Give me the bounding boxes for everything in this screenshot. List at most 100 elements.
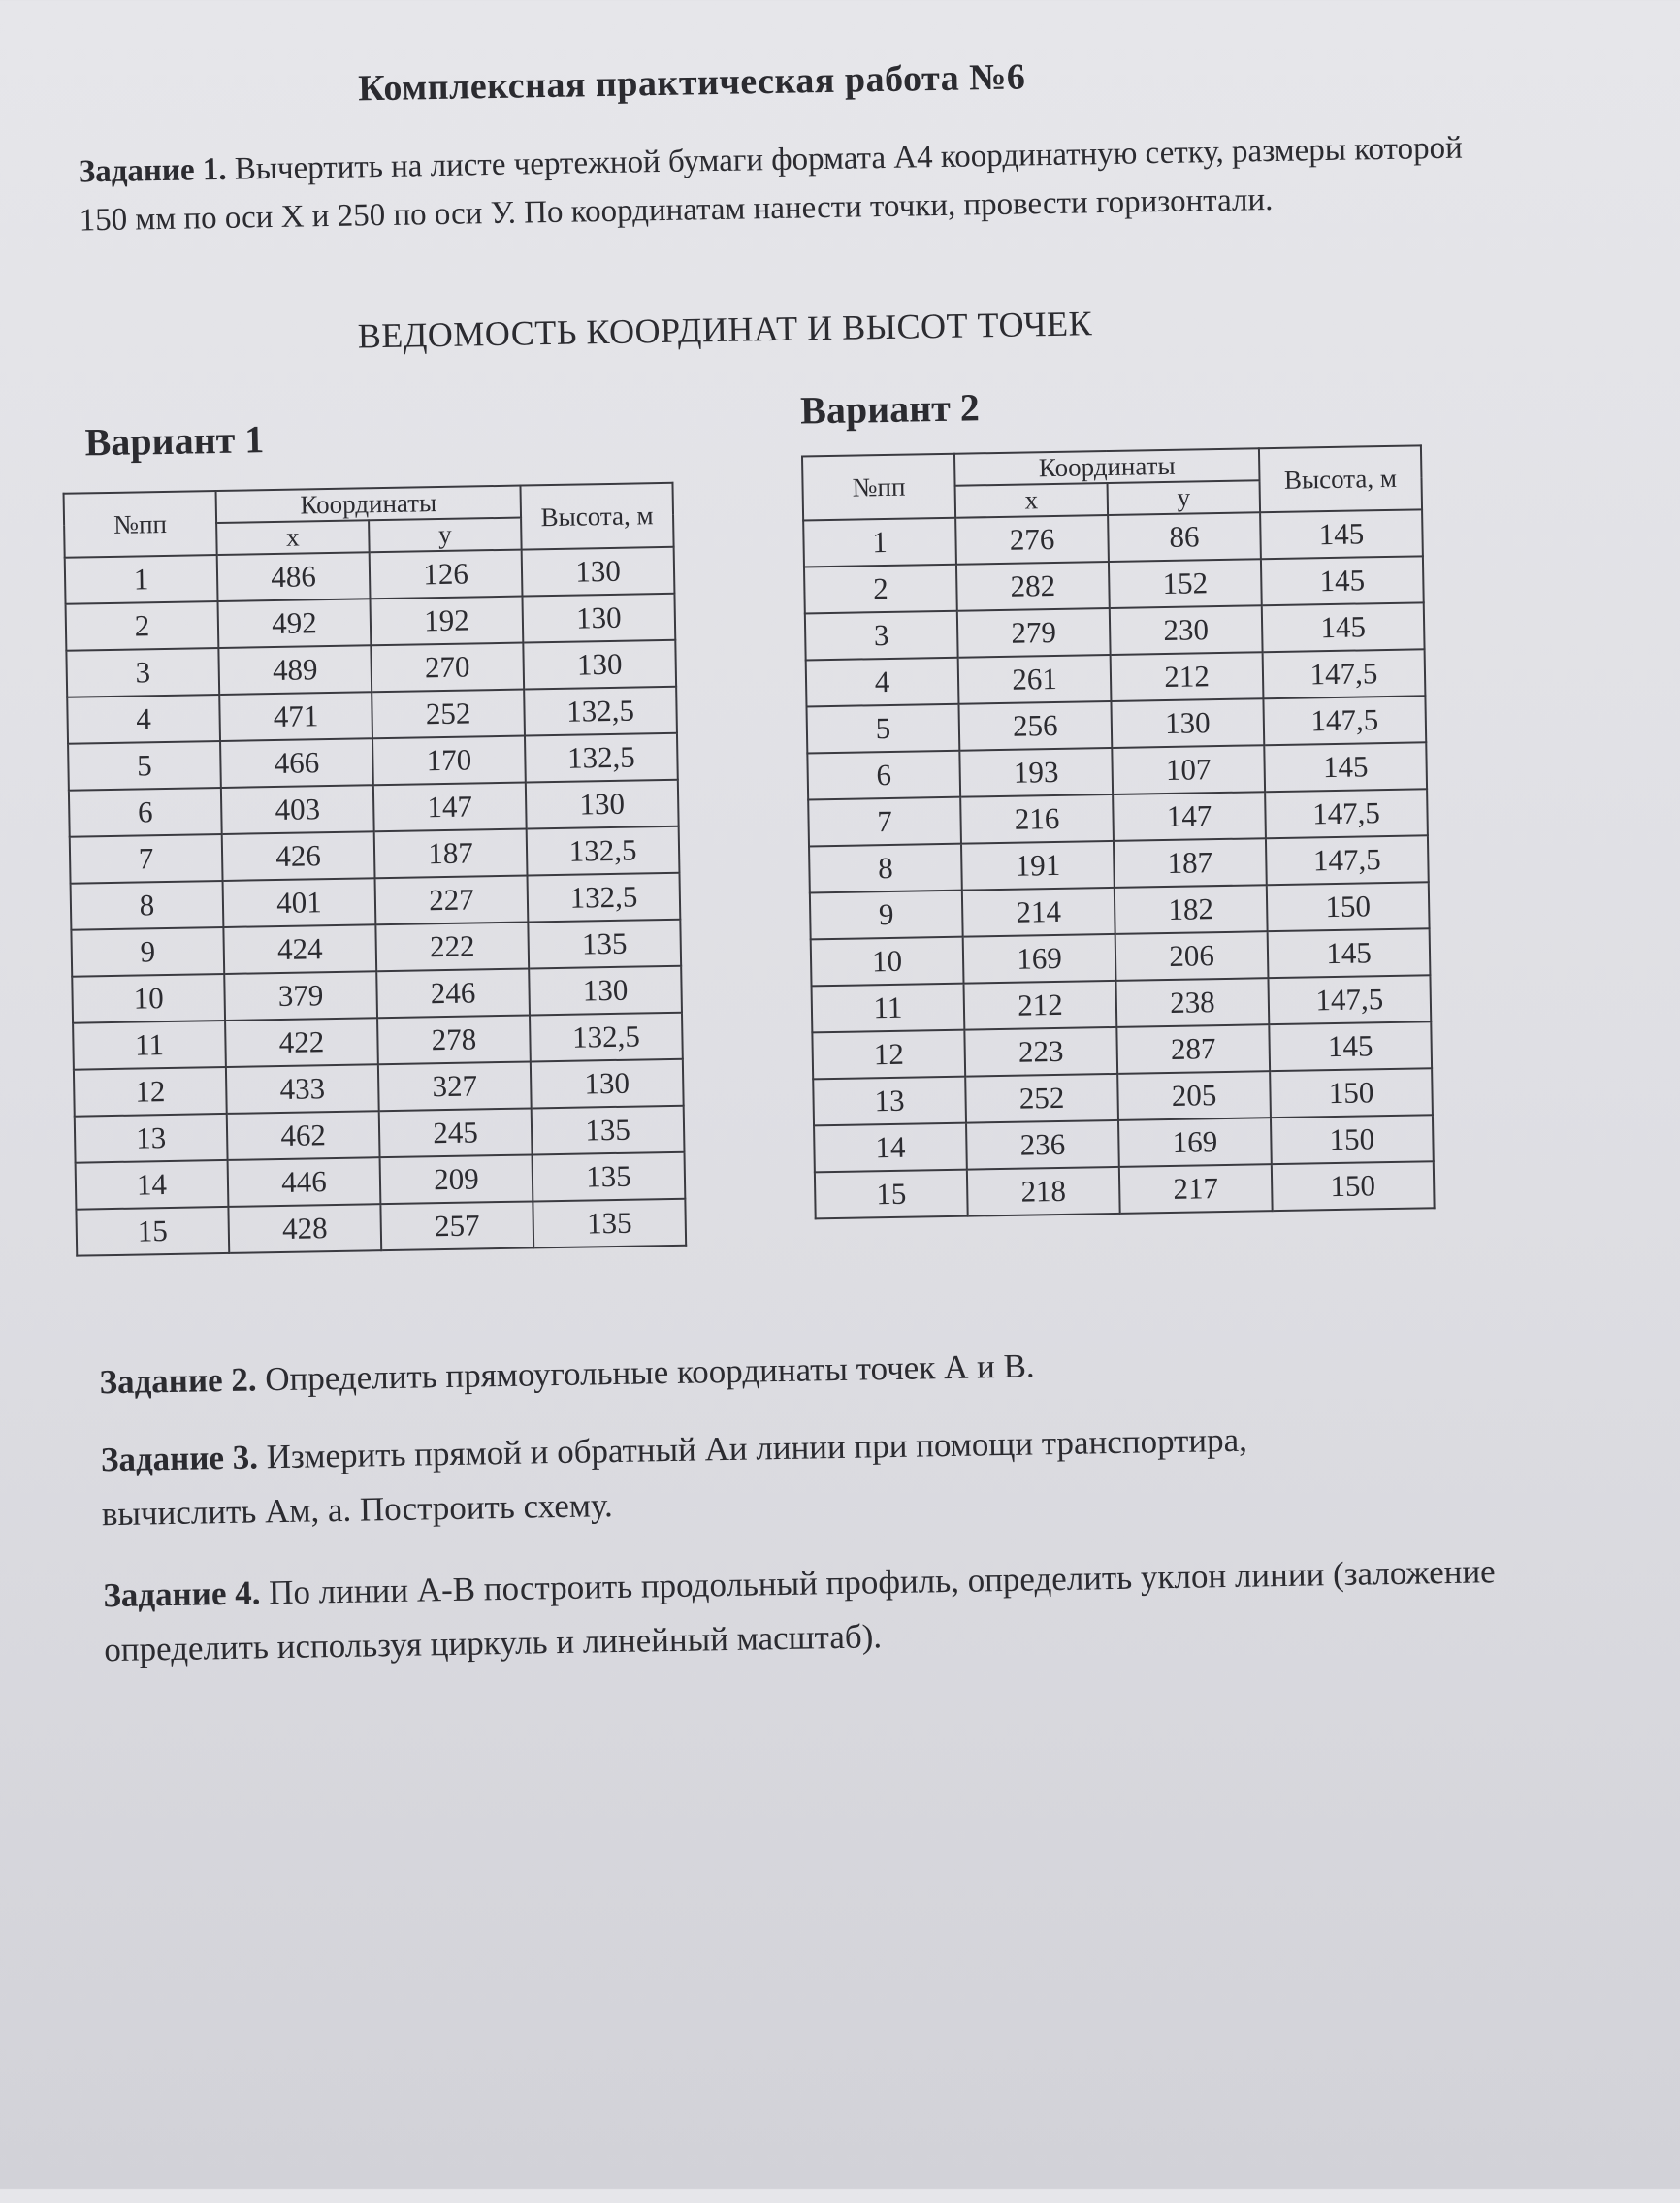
cell-x: 403	[220, 785, 374, 834]
header-coords: Координаты	[953, 448, 1260, 486]
task-1-label: Задание 1.	[78, 151, 227, 190]
cell-y: 130	[1111, 698, 1265, 748]
cell-height: 145	[1260, 509, 1423, 560]
cell-num: 10	[810, 936, 964, 987]
cell-num: 7	[808, 796, 961, 847]
cell-num: 10	[72, 973, 226, 1023]
cell-height: 147,5	[1268, 975, 1432, 1025]
cell-x: 492	[217, 599, 372, 649]
cell-height: 135	[528, 919, 682, 969]
cell-y: 147	[372, 782, 527, 832]
header-num: №пп	[801, 453, 956, 521]
task-4-text: По линии А-В построить продольный профил…	[104, 1552, 1496, 1669]
cell-num: 2	[803, 564, 957, 614]
cell-height: 150	[1266, 882, 1430, 932]
header-y: y	[369, 517, 522, 553]
cell-y: 222	[375, 922, 530, 972]
header-x: x	[216, 520, 370, 556]
cell-y: 192	[370, 596, 524, 646]
cell-y: 209	[379, 1154, 533, 1205]
cell-y: 278	[377, 1015, 531, 1065]
task-3-label: Задание 3.	[100, 1438, 259, 1479]
header-coords: Координаты	[215, 485, 522, 524]
cell-y: 206	[1115, 931, 1269, 981]
cell-x: 169	[962, 933, 1116, 984]
cell-num: 7	[69, 833, 223, 884]
task-4-label: Задание 4.	[103, 1573, 261, 1615]
cell-num: 1	[803, 517, 956, 567]
table-heading: ВЕДОМОСТЬ КООРДИНАТ И ВЫСОТ ТОЧЕК	[357, 304, 1093, 356]
cell-height: 145	[1264, 742, 1428, 793]
cell-height: 147,5	[1263, 696, 1427, 746]
task-3-text: Измерить прямой и обратный Аи линии при …	[101, 1420, 1248, 1534]
cell-height: 147,5	[1265, 789, 1428, 839]
cell-y: 252	[372, 689, 525, 739]
cell-y: 86	[1108, 512, 1261, 562]
cell-y: 246	[376, 968, 531, 1019]
cell-num: 6	[807, 750, 961, 800]
cell-height: 130	[523, 639, 677, 690]
cell-height: 132,5	[530, 1012, 683, 1062]
cell-x: 401	[222, 878, 376, 927]
cell-height: 135	[533, 1198, 687, 1248]
cell-num: 2	[65, 601, 219, 651]
cell-height: 145	[1261, 602, 1425, 653]
cell-num: 12	[812, 1029, 966, 1080]
cell-height: 132,5	[526, 826, 680, 876]
cell-num: 13	[813, 1076, 967, 1126]
cell-y: 205	[1117, 1071, 1271, 1120]
cell-x: 428	[228, 1204, 382, 1253]
cell-y: 257	[380, 1201, 534, 1251]
cell-y: 227	[374, 875, 529, 925]
header-x: x	[954, 483, 1109, 518]
cell-y: 287	[1116, 1024, 1271, 1074]
cell-y: 212	[1110, 652, 1264, 701]
cell-height: 130	[530, 1058, 684, 1109]
cell-x: 422	[225, 1018, 378, 1067]
cell-num: 11	[811, 983, 965, 1033]
table-row: 15 428 257 135	[76, 1198, 687, 1256]
cell-y: 238	[1115, 978, 1270, 1027]
variant-1-title: Вариант 1	[84, 417, 265, 465]
cell-x: 471	[219, 692, 373, 742]
document-title: Комплексная практическая работа №6	[357, 56, 1026, 110]
task-2-text: Определить прямоугольные координаты точе…	[264, 1346, 1035, 1399]
task-2-label: Задание 2.	[99, 1360, 257, 1402]
cell-y: 187	[1113, 838, 1267, 888]
cell-x: 191	[960, 840, 1115, 891]
cell-num: 15	[814, 1169, 968, 1219]
cell-num: 14	[75, 1159, 229, 1210]
cell-num: 4	[67, 695, 221, 744]
cell-height: 150	[1270, 1068, 1433, 1118]
cell-num: 9	[71, 926, 225, 977]
cell-x: 489	[218, 645, 372, 696]
cell-x: 279	[956, 607, 1111, 658]
cell-height: 150	[1270, 1115, 1434, 1165]
cell-x: 446	[227, 1157, 381, 1207]
cell-y: 182	[1114, 885, 1268, 934]
cell-y: 152	[1108, 559, 1262, 608]
cell-num: 8	[809, 843, 962, 893]
cell-num: 5	[68, 741, 221, 791]
cell-x: 466	[220, 738, 373, 789]
cell-y: 147	[1113, 792, 1266, 841]
cell-num: 4	[805, 657, 959, 707]
variant-2-table: №пп Координаты Высота, м x y 1 276 86 145 2 2…	[801, 444, 1436, 1219]
cell-num: 1	[64, 555, 218, 604]
header-num: №пп	[63, 491, 217, 558]
variant-2-title: Вариант 2	[799, 385, 981, 433]
cell-y: 327	[377, 1061, 532, 1112]
cell-x: 426	[221, 831, 375, 881]
cell-y: 217	[1118, 1164, 1273, 1214]
cell-x: 433	[225, 1064, 379, 1114]
cell-num: 3	[804, 610, 958, 661]
header-height: Высота, м	[520, 482, 674, 550]
cell-y: 230	[1109, 605, 1263, 655]
cell-num: 9	[809, 890, 963, 940]
cell-height: 135	[531, 1105, 685, 1155]
cell-y: 245	[378, 1108, 533, 1158]
cell-height: 147,5	[1262, 649, 1426, 699]
cell-height: 132,5	[524, 732, 678, 783]
cell-height: 135	[532, 1151, 686, 1202]
cell-num: 14	[814, 1122, 967, 1173]
